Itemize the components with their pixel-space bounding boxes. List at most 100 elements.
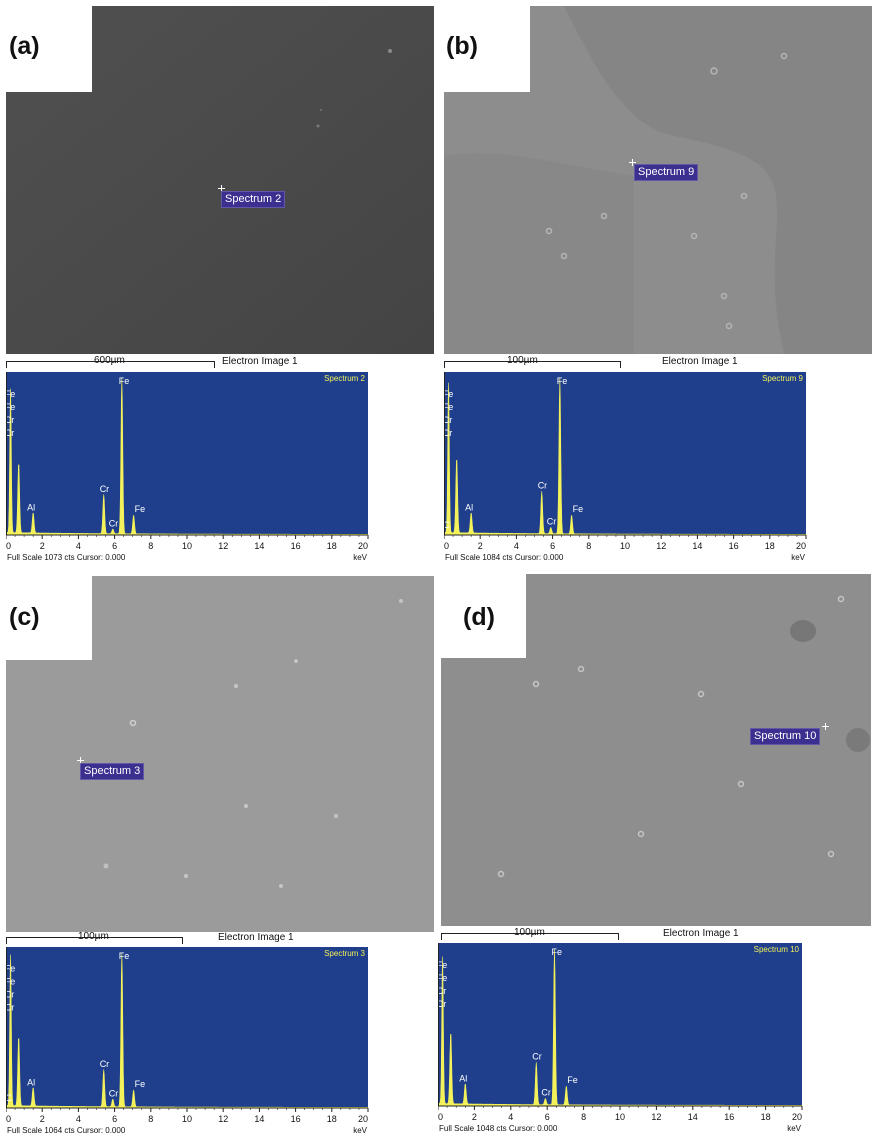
panel-b: (b) Spectrum 9 100µm Electron Image 1 C F… [438, 0, 874, 565]
peak-label: Al [27, 1077, 35, 1087]
label-cover-b [438, 0, 530, 92]
x-axis-unit: keV [787, 1124, 801, 1133]
eds-chart-a: Fe Fe Cr Cr Al Cr Cr Fe Fe Spectrum 2 0 2 4 6 8 10 12 14 1… [6, 372, 369, 562]
x-tick-label: 8 [148, 1114, 153, 1124]
peak-label: Cr [6, 415, 14, 425]
panel-label-a: (a) [9, 32, 40, 60]
image-label-b: Electron Image 1 [662, 356, 738, 367]
peak-label: Fe [119, 376, 130, 386]
panel-d: (d) Spectrum 10 100µm Electron Image 1 F… [438, 570, 874, 1135]
spectrum-trace [6, 377, 369, 536]
x-tick-label: 0 [6, 541, 11, 551]
x-tick-label: 8 [586, 541, 591, 551]
peak-label: Cr [100, 1059, 110, 1069]
x-tick-label: 4 [76, 541, 81, 551]
x-axis-unit: keV [791, 553, 805, 562]
spectrum-footer: Full Scale 1084 cts Cursor: 0.000 [445, 553, 564, 562]
peak-label: Cr [547, 517, 557, 527]
peak-label: Fe [573, 504, 584, 514]
x-tick-label: 0 [444, 541, 449, 551]
label-cover-c [0, 570, 92, 660]
peak-label: Cr [6, 990, 14, 1000]
crosshair-icon [822, 723, 829, 730]
peak-label: Fe [135, 504, 146, 514]
x-axis-unit: keV [353, 553, 367, 562]
x-tick-label: 16 [724, 1112, 734, 1122]
eds-chart-b: C Fe Fe Cr Cr Al Cr Cr Fe Fe Spectrum 9 0 2 4 6 8 10 12 14… [444, 372, 807, 562]
panel-a: (a) Spectrum 2 600µm Electron Image 1 Fe… [0, 0, 437, 565]
x-tick-label: 12 [218, 541, 228, 551]
x-tick-label: 4 [508, 1112, 513, 1122]
spectrum-title: Spectrum 10 [754, 945, 800, 954]
spectrum-footer: Full Scale 1073 cts Cursor: 0.000 [7, 553, 126, 562]
x-tick-label: 18 [761, 1112, 771, 1122]
scale-bar-label-b: 100µm [507, 355, 538, 366]
eds-chart-c: C Fe Fe Cr Cr Al Cr Cr Fe Fe Spectrum 3 0 2 4 6 8 10 12 14… [6, 947, 369, 1135]
x-tick-label: 10 [615, 1112, 625, 1122]
x-tick-label: 18 [327, 541, 337, 551]
x-tick-label: 14 [254, 541, 264, 551]
eds-spectrum-d: Fe Fe Cr Cr Al Cr Cr Fe Fe Spectrum 10 0 2 4 6 8 10 12 14… [438, 942, 804, 1134]
x-tick-label: 20 [796, 541, 806, 551]
x-tick-label: 6 [545, 1112, 550, 1122]
peak-label: Fe [6, 389, 15, 399]
peak-label: Cr [444, 415, 452, 425]
scale-bar-a [6, 361, 215, 368]
x-tick-label: 12 [656, 541, 666, 551]
x-tick-label: 2 [40, 1114, 45, 1124]
scale-row-c: 100µm Electron Image 1 [6, 931, 434, 946]
plot-area [444, 372, 806, 535]
x-tick-label: 16 [291, 1114, 301, 1124]
spectrum-trace [444, 377, 807, 536]
eds-spectrum-a: Fe Fe Cr Cr Al Cr Cr Fe Fe Spectrum 2 0 2 4 6 8 10 12 14 1… [6, 371, 370, 563]
image-label-c: Electron Image 1 [218, 932, 294, 943]
peak-label: Cr [109, 1088, 119, 1098]
peak-label: Cr [6, 1003, 14, 1013]
x-tick-label: 20 [358, 1114, 368, 1124]
spectrum-footer: Full Scale 1064 cts Cursor: 0.000 [7, 1126, 126, 1135]
spectrum-marker-b: Spectrum 9 [634, 164, 699, 181]
plot-area [6, 372, 368, 535]
label-cover-a [0, 0, 92, 92]
peak-label: Cr [438, 986, 446, 996]
peak-label: Fe [6, 964, 15, 974]
image-label-d: Electron Image 1 [663, 928, 739, 939]
x-tick-label: 10 [620, 541, 630, 551]
peak-label: Fe [438, 973, 447, 983]
scale-bar-label-a: 600µm [94, 355, 125, 366]
peak-label: Cr [541, 1088, 551, 1098]
panel-c: (c) Spectrum 3 100µm Electron Image 1 C F… [0, 570, 437, 1136]
x-tick-label: 8 [148, 541, 153, 551]
plot-area [438, 943, 802, 1106]
peak-label: Cr [538, 481, 548, 491]
eds-chart-d: Fe Fe Cr Cr Al Cr Cr Fe Fe Spectrum 10 0 2 4 6 8 10 12 14… [438, 943, 803, 1133]
spectrum-marker-c: Spectrum 3 [80, 763, 145, 780]
x-tick-label: 12 [651, 1112, 661, 1122]
spectrum-footer: Full Scale 1048 cts Cursor: 0.000 [439, 1124, 558, 1133]
x-tick-label: 14 [692, 541, 702, 551]
x-tick-label: 12 [218, 1114, 228, 1124]
x-tick-label: 10 [182, 1114, 192, 1124]
panel-label-b: (b) [446, 32, 478, 60]
spectrum-title: Spectrum 9 [762, 374, 803, 383]
x-tick-label: 6 [112, 1114, 117, 1124]
panel-label-d: (d) [463, 603, 495, 631]
x-tick-label: 0 [438, 1112, 443, 1122]
plot-area [6, 947, 368, 1108]
image-label-a: Electron Image 1 [222, 356, 298, 367]
x-tick-label: 2 [478, 541, 483, 551]
peak-label: Fe [567, 1075, 578, 1085]
crosshair-icon [629, 159, 636, 166]
peak-label: Cr [438, 999, 446, 1009]
spectrum-marker-a: Spectrum 2 [221, 191, 286, 208]
peak-label: Fe [552, 947, 563, 957]
x-tick-label: 14 [688, 1112, 698, 1122]
x-tick-label: 2 [40, 541, 45, 551]
crosshair-icon [218, 185, 225, 192]
peak-label: Al [465, 503, 473, 513]
crosshair-icon [77, 757, 84, 764]
x-tick-label: 0 [6, 1114, 11, 1124]
peak-label: Fe [6, 977, 15, 987]
peak-label: Cr [6, 428, 14, 438]
scale-bar-label-c: 100µm [78, 931, 109, 942]
